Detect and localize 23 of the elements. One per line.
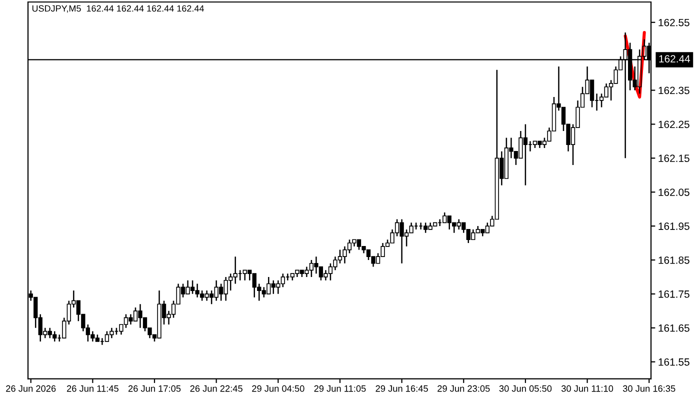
y-tick-label: 161.75 [658,290,690,298]
ref-line-label: 162.44 [659,55,690,63]
y-tick-label: 161.55 [658,358,690,366]
x-tick-label: 29 Jun 04:50 [252,385,304,392]
y-tick-label: 161.95 [658,222,690,230]
y-tick-label: 162.15 [658,154,690,162]
x-tick-label: 26 Jun 22:45 [190,385,242,392]
x-tick-label: 26 Jun 11:45 [66,385,118,392]
x-tick-label: 30 Jun 16:35 [622,385,676,392]
y-tick-label: 162.35 [658,86,690,94]
y-tick-label: 161.65 [658,324,690,332]
chart-title: USDJPY,M5 162.44 162.44 162.44 162.44 [32,5,204,13]
y-tick-label: 161.85 [658,256,690,264]
x-tick-label: 26 Jun 17:05 [128,385,181,392]
x-tick-label: 30 Jun 11:10 [561,385,614,392]
y-tick-label: 162.05 [658,188,690,196]
x-tick-label: 26 Jun 2026 [6,385,56,392]
x-tick-label: 29 Jun 11:05 [314,385,366,392]
y-tick-label: 162.25 [658,120,690,128]
y-tick-label: 162.55 [658,18,690,26]
x-tick-label: 29 Jun 23:05 [438,385,490,392]
x-tick-label: 30 Jun 05:50 [499,385,552,392]
x-tick-label: 29 Jun 16:45 [376,385,428,392]
